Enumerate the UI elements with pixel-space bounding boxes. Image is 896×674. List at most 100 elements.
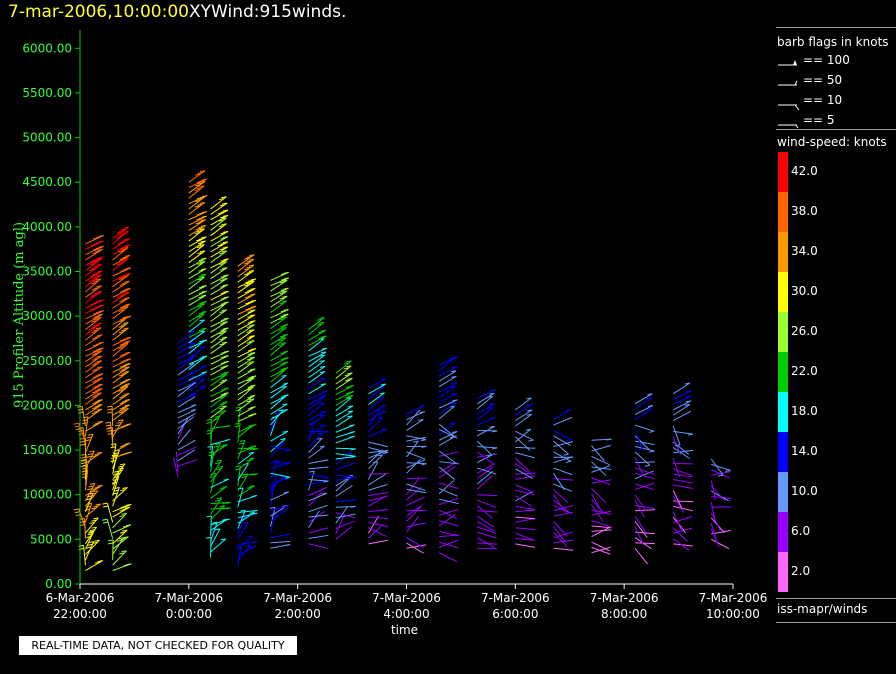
wind-barb-flag (421, 445, 427, 448)
wind-barb-flag (116, 242, 123, 245)
wind-barb-flag (97, 420, 103, 423)
wind-barb-flag (251, 424, 257, 427)
wind-barb-shaft (673, 543, 694, 547)
wind-barb-shaft (672, 495, 685, 513)
wind-barb-shaft (673, 449, 694, 454)
wind-barb-flag (106, 405, 113, 408)
wind-barb-shaft (406, 435, 427, 441)
y-ticks: 0.00 500.00 1000.00 1500.00 2000.00 2500.00 30… (22, 41, 80, 591)
wind-barb-flag (279, 297, 285, 300)
wind-barb-flag (119, 463, 126, 466)
wind-barb-flag (223, 478, 229, 481)
wind-barb-shaft (177, 416, 195, 430)
wind-barb-flag (686, 395, 692, 398)
wind-barb-flag (87, 433, 94, 436)
wind-barb-shaft (476, 515, 495, 528)
wind-barb-flag (687, 433, 694, 436)
wind-barb-shaft (308, 424, 325, 438)
wind-barb-shaft (553, 409, 572, 421)
wind-barb-flag (118, 261, 124, 264)
wind-barb-flag (90, 303, 96, 306)
wind-barb-flag (222, 202, 228, 205)
wind-barb-flag (344, 379, 351, 382)
wind-barb-shaft (515, 468, 534, 479)
wind-barb-flag (90, 260, 96, 263)
wind-barb-shaft (308, 437, 323, 454)
wind-barb-shaft (406, 411, 425, 421)
wind-barb-flag (379, 392, 385, 395)
wind-barb-flag (218, 219, 225, 222)
wind-barb-shaft (515, 463, 532, 476)
wind-barb-flag (91, 455, 98, 458)
legend-rule (776, 622, 896, 623)
wind-barb-flag (93, 280, 99, 283)
wind-barb-shaft (634, 440, 655, 446)
wind-barb-flag (121, 228, 127, 231)
wind-barb-flag (235, 422, 241, 425)
wind-barb-flag (208, 451, 215, 454)
wind-barb-shaft (368, 509, 389, 513)
wind-barb-shaft (368, 454, 384, 470)
wind-barb-flag (220, 237, 226, 240)
speed-scale-label: 38.0 (791, 204, 818, 218)
wind-barb-flag (219, 375, 225, 378)
wind-barb-flag (382, 452, 388, 455)
wind-barb-flag (93, 301, 99, 304)
barb-legend-icons (778, 60, 800, 129)
wind-barb-flag (220, 318, 226, 321)
wind-barb-flag (123, 226, 130, 229)
wind-barb-shaft (237, 522, 249, 540)
wind-barb-flag (94, 410, 100, 413)
wind-barb-flag (118, 325, 124, 328)
wind-barb-flag (285, 462, 291, 465)
wind-barb-flag (280, 342, 286, 345)
wind-barb-shaft (177, 413, 196, 424)
wind-barb-flag (89, 482, 96, 485)
wind-barb-flag (125, 524, 131, 527)
wind-barb-flag (92, 316, 98, 319)
wind-barb-shaft (634, 430, 643, 450)
wind-barb-shaft (210, 522, 218, 542)
wind-barb-flag (280, 362, 286, 365)
wind-barb-shaft (335, 477, 351, 492)
wind-barb-shaft (237, 545, 256, 556)
wind-barb-flag (246, 336, 253, 339)
y-tick-label: 0.00 (45, 577, 72, 591)
wind-barb-flag (98, 245, 104, 248)
wind-barb-flag (124, 280, 130, 283)
y-tick-label: 4500.00 (22, 175, 72, 189)
wind-barb-flag (219, 402, 225, 405)
wind-barb-flag (95, 236, 101, 239)
wind-barb-flag (122, 487, 128, 490)
barb-legend-10: == 10 (803, 93, 843, 107)
wind-barb-shaft (406, 542, 424, 554)
wind-barb-flag (199, 244, 205, 247)
wind-barb-shaft (710, 501, 716, 522)
speed-scale-label: 22.0 (791, 364, 818, 378)
wind-barb-shaft (634, 482, 655, 490)
wind-barb-flag (87, 543, 93, 546)
wind-barb-shaft (406, 478, 419, 496)
wind-barb-flag (247, 396, 253, 399)
wind-barb-shaft (476, 470, 493, 485)
wind-barb-flag (317, 437, 323, 440)
wind-barb-shaft (438, 552, 458, 563)
wind-barb-shaft (439, 461, 460, 465)
wind-barb-shaft (515, 527, 536, 531)
wind-barb-shaft (177, 404, 197, 414)
wind-barb-flag (199, 260, 206, 263)
wind-barb-shaft (553, 494, 566, 512)
wind-barb-shaft (368, 473, 389, 475)
wind-barb-shaft (672, 538, 690, 551)
wind-barb-flag (201, 327, 207, 330)
wind-barb-shaft (308, 479, 329, 482)
wind-barb-flag (91, 363, 97, 366)
wind-barb-shaft (438, 385, 456, 398)
wind-barb-shaft (177, 449, 195, 462)
wind-barb-flag (96, 274, 102, 277)
speed-scale-label: 14.0 (791, 444, 818, 458)
speed-color-swatch (778, 152, 788, 192)
wind-barb-flag (201, 290, 207, 293)
wind-barb-shaft (270, 386, 287, 399)
